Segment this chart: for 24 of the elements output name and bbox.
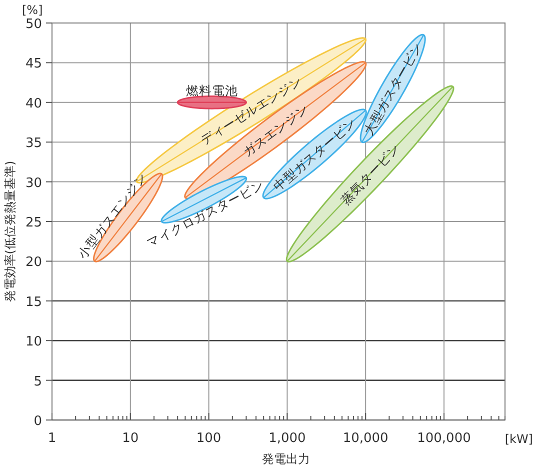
x-axis-title: 発電出力: [262, 452, 310, 466]
y-tick-label: 45: [25, 56, 42, 72]
series-label: 燃料電池: [186, 82, 238, 98]
y-tick-label: 40: [25, 96, 42, 112]
text: マイクロガスタービン: [144, 177, 267, 250]
y-tick-label: 35: [25, 136, 42, 152]
x-tick-label: 100,000: [417, 431, 471, 446]
y-tick-label: 20: [25, 255, 42, 270]
x-tick-label: 1,000: [268, 431, 306, 446]
y-tick-label: 30: [25, 176, 42, 191]
y-tick-label: 15: [25, 294, 42, 310]
y-tick-label: 10: [25, 334, 42, 350]
x-tick-label: 10: [122, 431, 139, 446]
y-tick-label: 5: [34, 374, 42, 390]
x-tick-label: 1: [48, 431, 56, 446]
text: [kW]: [504, 432, 533, 446]
y-tick-label: 0: [34, 414, 42, 429]
text: 蒸気タービン: [338, 140, 402, 208]
text: [%]: [22, 3, 43, 17]
y-tick-label: 25: [25, 216, 42, 230]
y-axis-title: 発電効率(低位発熱量基準): [3, 160, 17, 302]
x-tick-label: 10,000: [342, 431, 388, 446]
x-tick-label: 100: [196, 431, 222, 446]
y-tick-label: 50: [25, 17, 42, 32]
